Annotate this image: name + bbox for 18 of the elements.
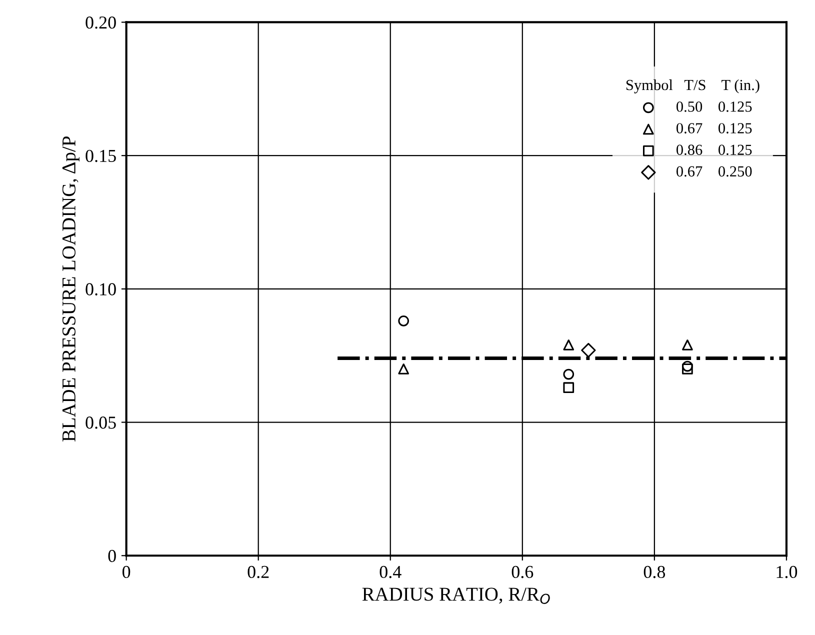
y-tick-label: 0 [108,550,116,562]
y-tick-label: 0.10 [86,283,116,296]
legend-label: 0.86 0.125 [676,144,752,156]
y-tick-label: 0.15 [86,150,116,162]
legend-title: Symbol T/S T (in.) [626,79,760,94]
y-tick-label: 0.20 [86,16,116,29]
legend-label: 0.67 0.250 [676,166,752,177]
y-tick-label: 0.05 [86,416,116,429]
x-tick-label: 0.8 [644,566,666,578]
x-tick-label: 1.0 [776,566,798,578]
x-tick-label: 0.6 [512,566,534,578]
legend-label: 0.50 0.125 [676,101,752,112]
y-axis-title: BLADE PRESSURE LOADING, Δp/P [62,136,80,442]
legend-label: 0.67 0.125 [676,123,752,134]
x-tick-label: 0.2 [248,566,269,578]
x-tick-label: 0 [122,566,130,578]
x-axis-title: RADIUS RATIO, R/R$_{O}$ [362,588,550,604]
x-tick-label: 0.4 [380,566,402,578]
